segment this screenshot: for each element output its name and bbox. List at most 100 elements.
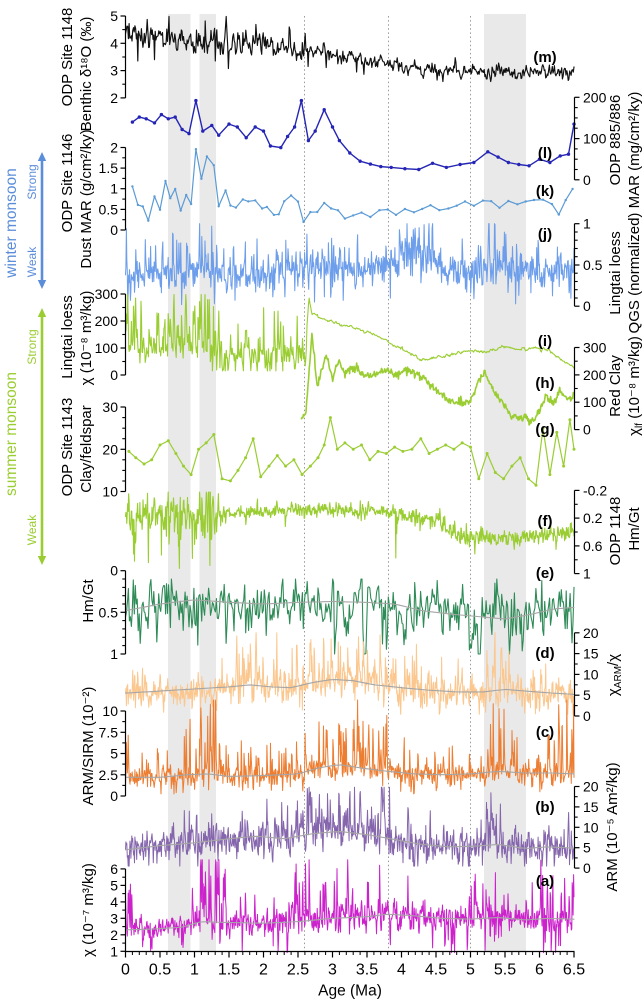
svg-text:1: 1: [190, 962, 199, 979]
svg-text:winter monsoon: winter monsoon: [3, 168, 20, 278]
svg-text:10: 10: [102, 484, 118, 500]
svg-text:-0.2: -0.2: [583, 482, 607, 498]
svg-text:ARM/SIRM (10⁻²): ARM/SIRM (10⁻²): [80, 687, 97, 806]
svg-text:ODP Site 1148: ODP Site 1148: [59, 8, 76, 107]
svg-text:3: 3: [110, 63, 118, 79]
svg-text:(f): (f): [538, 513, 553, 530]
svg-text:(i): (i): [538, 333, 552, 350]
svg-text:300: 300: [95, 286, 119, 302]
svg-text:0.2: 0.2: [583, 510, 603, 526]
svg-text:10: 10: [583, 819, 599, 835]
svg-text:5: 5: [110, 746, 118, 762]
svg-text:3: 3: [328, 962, 337, 979]
svg-text:Clay/feldspar: Clay/feldspar: [78, 405, 95, 493]
svg-text:300: 300: [583, 340, 607, 356]
svg-text:6: 6: [535, 962, 544, 979]
svg-text:1: 1: [583, 566, 591, 582]
svg-text:4: 4: [110, 35, 118, 51]
svg-text:0.5: 0.5: [99, 604, 119, 620]
svg-text:ODP Site 1143: ODP Site 1143: [59, 398, 76, 497]
svg-text:(j): (j): [538, 226, 552, 243]
svg-text:0.6: 0.6: [583, 538, 603, 554]
svg-text:2: 2: [259, 962, 268, 979]
svg-text:Weak: Weak: [25, 514, 39, 545]
svg-text:(d): (d): [535, 645, 554, 662]
svg-text:3.5: 3.5: [356, 962, 378, 979]
svg-text:5: 5: [583, 687, 591, 703]
svg-text:20: 20: [583, 779, 599, 795]
svg-text:Strong: Strong: [25, 329, 39, 364]
svg-text:2.5: 2.5: [99, 767, 119, 783]
svg-text:5: 5: [110, 877, 118, 893]
svg-text:3: 3: [110, 910, 118, 926]
svg-text:100: 100: [95, 340, 119, 356]
svg-text:Age (Ma): Age (Ma): [318, 983, 382, 1000]
svg-text:2: 2: [110, 927, 118, 943]
svg-text:Lingtai loess: Lingtai loess: [59, 295, 76, 378]
svg-text:(a): (a): [536, 873, 554, 890]
svg-text:0.5: 0.5: [99, 201, 119, 217]
svg-text:MAR (mg/cm²/ky): MAR (mg/cm²/ky): [626, 92, 643, 209]
svg-text:15: 15: [583, 799, 599, 815]
svg-text:4.5: 4.5: [425, 962, 447, 979]
svg-text:15: 15: [583, 646, 599, 662]
svg-text:0: 0: [121, 962, 130, 979]
svg-text:(l): (l): [538, 145, 552, 162]
svg-text:(k): (k): [536, 183, 554, 200]
svg-text:200: 200: [95, 313, 119, 329]
svg-text:0.5: 0.5: [149, 962, 171, 979]
svg-text:ARM (10⁻⁵ Am²/kg): ARM (10⁻⁵ Am²/kg): [604, 762, 621, 891]
svg-text:Lingtai loess: Lingtai loess: [607, 231, 624, 314]
svg-text:20: 20: [102, 441, 118, 457]
svg-text:30: 30: [102, 399, 118, 415]
svg-text:7.5: 7.5: [99, 724, 119, 740]
svg-text:1: 1: [110, 646, 118, 662]
svg-text:200: 200: [583, 89, 607, 105]
svg-text:1: 1: [110, 943, 118, 959]
svg-text:Hm/Gt: Hm/Gt: [626, 507, 643, 551]
svg-text:Weak: Weak: [25, 246, 39, 277]
svg-text:0: 0: [583, 298, 591, 314]
svg-text:ODP 1148: ODP 1148: [607, 497, 624, 566]
svg-text:(h): (h): [535, 375, 554, 392]
svg-text:5: 5: [466, 962, 475, 979]
svg-text:5: 5: [583, 840, 591, 856]
svg-text:1.5: 1.5: [218, 962, 240, 979]
svg-text:6: 6: [110, 861, 118, 877]
svg-text:0: 0: [110, 367, 118, 383]
svg-text:QGS (normalized): QGS (normalized): [626, 213, 643, 334]
svg-text:0: 0: [110, 563, 118, 579]
svg-text:0: 0: [583, 860, 591, 876]
svg-text:0: 0: [110, 222, 118, 238]
svg-text:6.5: 6.5: [563, 962, 585, 979]
svg-text:4: 4: [397, 962, 406, 979]
svg-text:(b): (b): [535, 799, 554, 816]
svg-text:χ (10⁻⁸ m³/kg): χ (10⁻⁸ m³/kg): [78, 291, 95, 386]
svg-text:Benthic δ¹⁸O (‰): Benthic δ¹⁸O (‰): [78, 17, 95, 132]
svg-text:200: 200: [583, 367, 607, 383]
svg-text:summer monsoon: summer monsoon: [3, 372, 20, 496]
svg-text:ODP Site 1146: ODP Site 1146: [59, 134, 76, 233]
svg-text:10: 10: [583, 666, 599, 682]
svg-text:0.5: 0.5: [583, 257, 603, 273]
svg-text:(c): (c): [536, 724, 554, 741]
svg-text:(m): (m): [533, 49, 556, 66]
svg-text:5: 5: [110, 8, 118, 24]
svg-text:5.5: 5.5: [494, 962, 516, 979]
svg-text:Red Clay: Red Clay: [607, 355, 624, 417]
svg-text:χ (10⁻⁷ m³/kg): χ (10⁻⁷ m³/kg): [80, 863, 97, 957]
svg-text:100: 100: [583, 394, 607, 410]
svg-text:Hm/Gt: Hm/Gt: [80, 579, 97, 623]
svg-text:0: 0: [110, 788, 118, 804]
svg-text:1: 1: [583, 216, 591, 232]
svg-text:0: 0: [583, 708, 591, 724]
svg-text:2: 2: [110, 90, 118, 106]
svg-text:20: 20: [583, 625, 599, 641]
svg-text:2.5: 2.5: [287, 962, 309, 979]
svg-text:0: 0: [583, 422, 591, 438]
svg-text:1.5: 1.5: [99, 160, 119, 176]
svg-text:10: 10: [102, 703, 118, 719]
svg-text:(e): (e): [536, 565, 554, 582]
svg-text:1: 1: [110, 181, 118, 197]
svg-text:Dust MAR (g/cm²/ky): Dust MAR (g/cm²/ky): [78, 129, 95, 268]
